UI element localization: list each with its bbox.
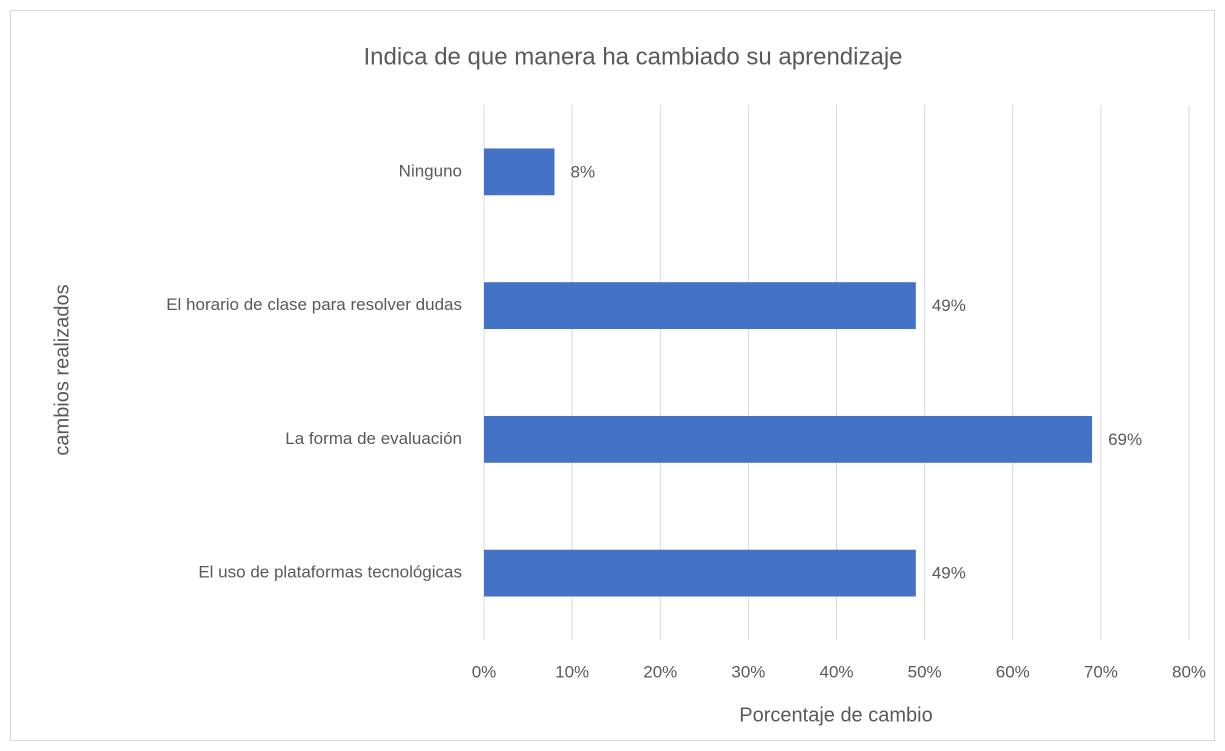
y-tick-label: La forma de evaluación [285, 429, 462, 448]
x-axis-title: Porcentaje de cambio [739, 704, 932, 726]
y-tick-label: El horario de clase para resolver dudas [166, 295, 462, 314]
y-tick-label: El uso de plataformas tecnológicas [198, 563, 462, 582]
bar [484, 282, 916, 330]
data-label: 49% [932, 296, 966, 315]
x-tick-label: 30% [731, 662, 765, 681]
bar [484, 549, 916, 597]
x-tick-label: 20% [643, 662, 677, 681]
x-tick-label: 10% [555, 662, 589, 681]
x-tick-label: 50% [908, 662, 942, 681]
chart-border [10, 10, 1215, 741]
data-label: 49% [932, 564, 966, 583]
y-tick-label: Ninguno [399, 161, 462, 180]
x-tick-label: 60% [996, 662, 1030, 681]
data-label: 69% [1108, 430, 1142, 449]
bar [484, 415, 1093, 463]
bar [484, 148, 555, 196]
y-axis-title: cambios realizados [51, 284, 73, 455]
x-tick-label: 0% [472, 662, 497, 681]
chart-title: Indica de que manera ha cambiado su apre… [363, 43, 902, 70]
x-tick-label: 70% [1084, 662, 1118, 681]
x-tick-label: 40% [819, 662, 853, 681]
data-label: 8% [571, 162, 596, 181]
x-tick-label: 80% [1172, 662, 1206, 681]
